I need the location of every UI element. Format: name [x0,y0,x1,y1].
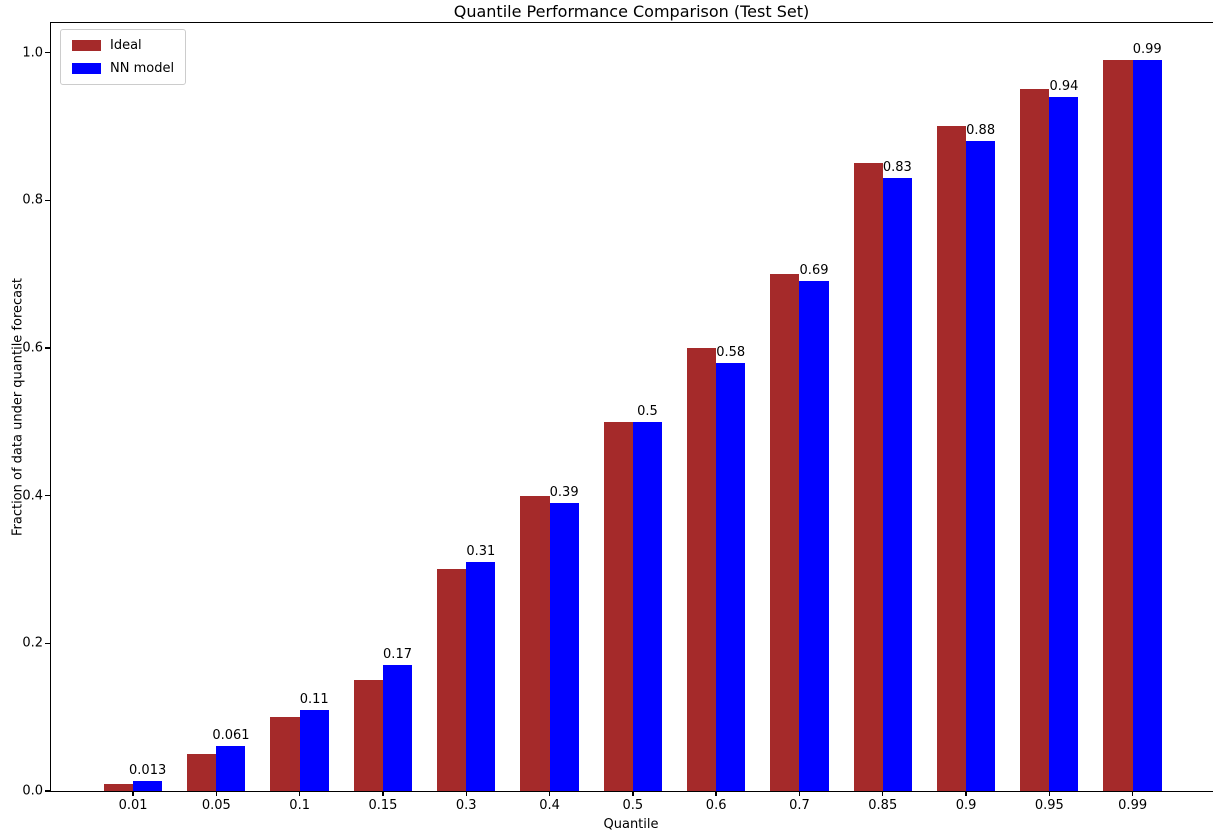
bar-value-label-0.83: 0.83 [882,160,912,176]
bar-ideal-0.1 [270,717,300,791]
bar-nn-model-0.7 [799,281,829,791]
x-tick-0.6 [715,791,717,796]
x-tick-label-0.7: 0.7 [789,798,810,813]
x-tick-0.15 [382,791,384,796]
bar-value-label-0.013: 0.013 [129,763,167,779]
bar-ideal-0.95 [1020,89,1050,791]
bar-value-label-0.99: 0.99 [1132,41,1162,57]
bar-nn-model-0.6 [716,362,746,791]
y-tick-0.4 [45,494,51,497]
legend: Ideal NN model [60,29,187,85]
bar-ideal-0.99 [1103,59,1133,791]
x-tick-label-0.9: 0.9 [955,798,977,813]
bar-ideal-0.3 [437,569,467,791]
y-tick-label-1.0: 1.0 [22,45,43,61]
x-tick-label-0.99: 0.99 [1118,798,1148,813]
x-tick-0.4 [548,791,551,796]
x-tick-0.1 [298,791,301,796]
y-tick-0.8 [45,199,51,201]
bar-nn-model-0.15 [382,665,413,791]
bar-ideal-0.05 [187,754,217,791]
x-tick-label-0.95: 0.95 [1034,798,1064,813]
x-tick-label-0.85: 0.85 [868,798,898,813]
x-tick-label-0.6: 0.6 [705,798,727,813]
x-tick-0.85 [882,791,884,796]
y-tick-1.0 [45,51,51,54]
x-tick-label-0.01: 0.01 [118,798,148,813]
bar-ideal-0.5 [603,421,633,791]
x-tick-0.05 [215,791,218,796]
x-tick-label-0.05: 0.05 [201,798,231,813]
bar-value-label-0.11: 0.11 [299,691,329,707]
legend-label-nn-model: NN model [110,61,175,76]
y-tick-label-0.8: 0.8 [22,192,43,208]
bar-value-label-0.94: 0.94 [1049,78,1079,94]
legend-swatch-nn-model [72,63,101,74]
bar-ideal-0.01 [103,783,134,791]
bar-ideal-0.4 [520,495,550,791]
y-tick-0.0 [45,790,51,792]
bar-nn-model-0.99 [1132,59,1162,791]
bar-ideal-0.9 [936,126,967,791]
bar-nn-model-0.05 [216,745,246,791]
x-axis-label: Quantile [603,817,659,832]
bar-nn-model-0.9 [966,141,996,791]
x-tick-0.95 [1048,791,1051,796]
bar-nn-model-0.5 [632,421,662,791]
bar-nn-model-0.85 [882,178,912,791]
bar-nn-model-0.1 [299,709,329,791]
x-tick-0.01 [132,791,134,796]
legend-item-nn-model: NN model [72,61,174,76]
bar-ideal-0.7 [770,274,800,791]
y-tick-0.2 [45,642,51,645]
x-tick-label-0.5: 0.5 [622,798,644,813]
plot-area: Fraction of data under quantile forecast… [11,22,1213,813]
bar-nn-model-0.3 [466,562,496,791]
bar-nn-model-0.95 [1049,96,1079,791]
bar-value-label-0.58: 0.58 [716,344,746,360]
x-tick-0.3 [465,791,467,796]
bar-value-label-0.17: 0.17 [383,647,412,663]
y-tick-label-0.4: 0.4 [22,488,43,504]
bar-nn-model-0.01 [133,781,163,791]
x-tick-label-0.15: 0.15 [368,798,398,813]
legend-label-ideal: Ideal [110,38,142,53]
bar-nn-model-0.4 [549,503,579,791]
bar-value-label-0.88: 0.88 [966,123,996,139]
x-tick-label-0.4: 0.4 [539,798,560,813]
bar-value-label-0.39: 0.39 [549,485,579,500]
chart-title: Quantile Performance Comparison (Test Se… [453,2,810,21]
bar-ideal-0.15 [353,680,383,791]
x-tick-label-0.1: 0.1 [289,798,310,813]
x-tick-0.99 [1131,791,1134,796]
bar-value-label-0.31: 0.31 [466,544,496,560]
bar-ideal-0.85 [853,163,883,791]
bar-ideal-0.6 [686,347,717,791]
bar-value-label-0.061: 0.061 [212,727,250,743]
y-tick-label-0.2: 0.2 [22,635,43,651]
bar-value-label-0.69: 0.69 [799,263,829,279]
x-tick-0.7 [798,791,801,796]
y-tick-0.6 [45,347,51,349]
x-tick-0.5 [632,791,634,796]
legend-item-ideal: Ideal [72,38,174,53]
x-tick-label-0.3: 0.3 [455,798,477,813]
bar-value-label-0.5: 0.5 [637,403,658,419]
y-tick-label-0.6: 0.6 [22,340,43,356]
y-tick-label-0.0: 0.0 [22,783,43,799]
legend-swatch-ideal [72,40,101,51]
x-tick-0.9 [965,791,967,796]
